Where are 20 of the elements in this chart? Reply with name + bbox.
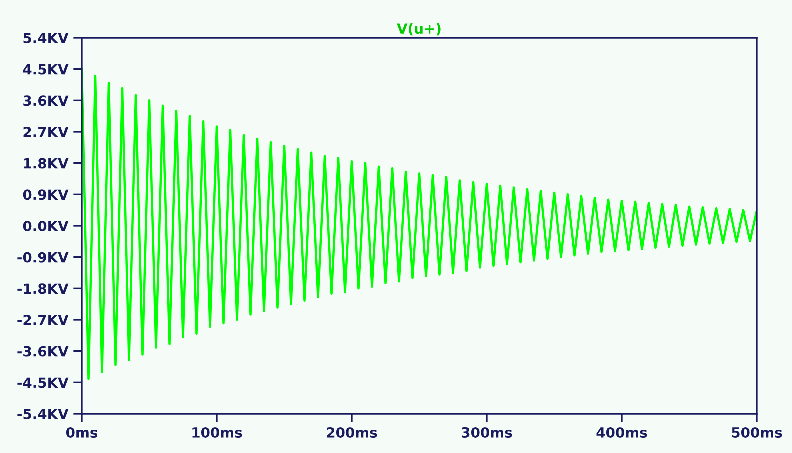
y-tick-label: -2.7KV: [18, 314, 69, 326]
x-tick-label: 100ms: [192, 427, 242, 438]
y-tick-label: -1.8KV: [18, 284, 69, 294]
y-tick-label: 4.5KV: [23, 64, 69, 75]
y-tick-label: 3.6KV: [24, 96, 69, 106]
y-tick-label: 0.0KV: [23, 220, 69, 232]
y-tick-label: 5.4KV: [24, 33, 69, 44]
y-tick-label: -5.4KV: [18, 409, 69, 420]
x-tick-label: 0ms: [66, 427, 98, 438]
y-tick-label: 0.9KV: [23, 190, 69, 200]
y-tick-label: 2.7KV: [24, 126, 69, 138]
x-tick-label: 200ms: [327, 427, 378, 438]
chart-title: V(u+): [397, 23, 441, 36]
y-tick-label: -4.5KV: [18, 378, 69, 388]
x-tick-label: 400ms: [596, 427, 648, 438]
x-tick-label: 500ms: [732, 427, 782, 438]
x-tick-label: 300ms: [462, 427, 512, 438]
y-tick-label: -3.6KV: [18, 346, 69, 357]
y-tick-label: 1.8KV: [24, 158, 69, 169]
y-tick-label: -0.9KV: [18, 252, 69, 263]
